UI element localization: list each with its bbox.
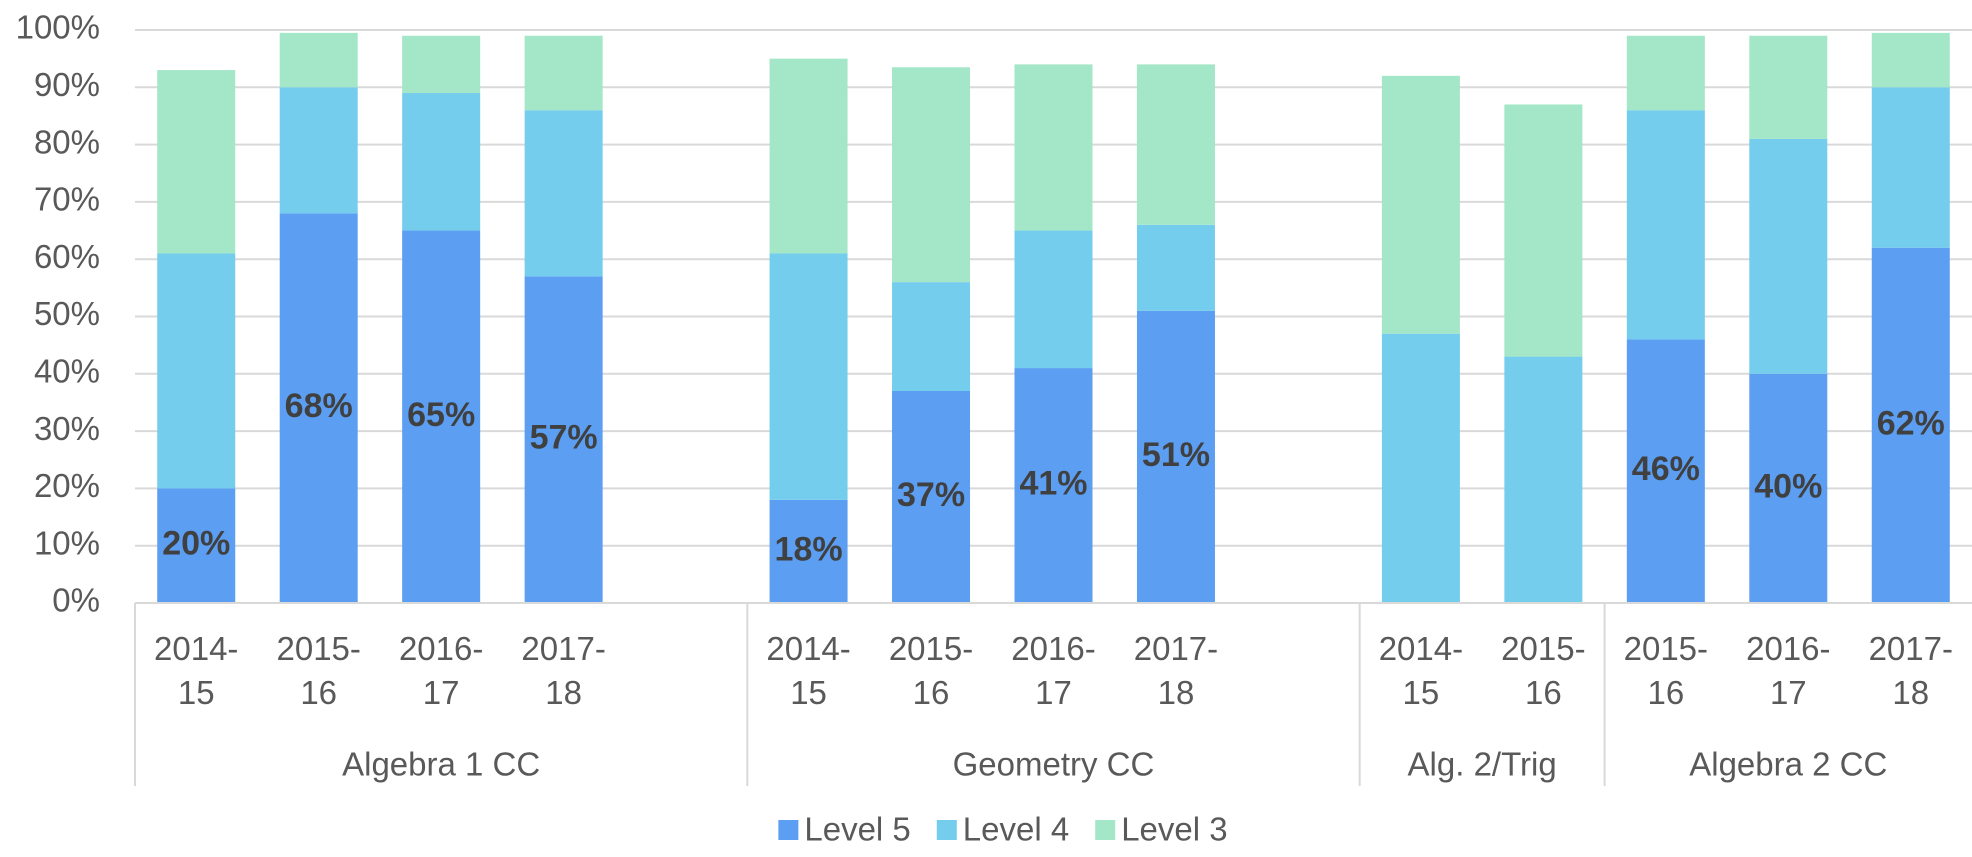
y-tick-label: 60%	[34, 238, 100, 275]
y-tick-label: 80%	[34, 123, 100, 160]
data-label: 41%	[1019, 465, 1087, 503]
data-label: 40%	[1754, 467, 1822, 505]
legend-swatch	[936, 820, 957, 840]
bar-segment	[1381, 333, 1460, 603]
bar-segment	[769, 58, 848, 254]
x-tick-label: 2017-18	[521, 630, 606, 711]
data-label: 20%	[162, 525, 230, 563]
y-tick-label: 70%	[34, 181, 100, 218]
bar-segment	[157, 488, 236, 603]
data-label: 46%	[1632, 450, 1700, 488]
data-label: 57%	[530, 419, 598, 457]
bar-segment	[1136, 224, 1215, 311]
bar-segment	[1381, 75, 1460, 334]
bar-segment	[279, 32, 358, 88]
group-label: Algebra 1 CC	[342, 746, 540, 783]
y-tick-label: 40%	[34, 353, 100, 390]
legend-swatch	[1095, 820, 1116, 840]
bar-segment	[402, 230, 481, 604]
group-label: Alg. 2/Trig	[1408, 746, 1557, 783]
bar-segment	[279, 213, 358, 604]
x-tick-label: 2016-17	[1746, 630, 1831, 711]
y-tick-label: 50%	[34, 295, 100, 332]
bar-segment	[1749, 373, 1828, 603]
y-tick-label: 20%	[34, 467, 100, 504]
bar-segment	[524, 110, 603, 277]
bar-segment	[1014, 230, 1093, 369]
x-tick-label: 2015-16	[276, 630, 361, 711]
bar-segment	[1749, 35, 1828, 139]
legend-label: Level 4	[963, 811, 1069, 848]
legend-label: Level 5	[804, 811, 910, 848]
x-tick-label: 2015-16	[888, 630, 974, 711]
x-tick-label: 2017-18	[1868, 630, 1953, 711]
legend-label: Level 3	[1121, 811, 1227, 848]
bar-segment	[1749, 138, 1828, 374]
bar-segment	[1014, 368, 1093, 603]
bar-segment	[402, 35, 481, 94]
x-tick-label: 2014-15	[1378, 630, 1464, 711]
bar-segment	[1136, 64, 1215, 225]
y-tick-label: 10%	[34, 524, 100, 561]
data-label: 62%	[1877, 404, 1945, 442]
data-label: 68%	[285, 387, 353, 425]
x-tick-label: 2015-16	[1623, 630, 1709, 711]
x-tick-label: 2017-18	[1133, 630, 1219, 711]
data-label: 65%	[407, 396, 475, 434]
legend-swatch	[778, 820, 799, 840]
group-label: Algebra 2 CC	[1689, 746, 1887, 783]
bar-segment	[1504, 104, 1583, 357]
data-label: 18%	[775, 530, 843, 568]
bar-segment	[892, 390, 971, 603]
bar-segment	[1871, 87, 1950, 248]
x-tick-label: 2016-17	[398, 630, 484, 711]
x-tick-label: 2014-15	[766, 630, 851, 711]
y-tick-label: 30%	[34, 410, 100, 447]
bar-segment	[769, 499, 848, 603]
y-tick-label: 100%	[16, 9, 100, 46]
data-label: 37%	[897, 476, 965, 514]
bar-segment	[157, 70, 236, 254]
bar-segment	[1626, 110, 1705, 340]
bar-segment	[524, 35, 603, 111]
x-tick-label: 2014-15	[154, 630, 239, 711]
bar-segment	[524, 276, 603, 603]
bar-segment	[1871, 32, 1950, 88]
bar-segment	[892, 67, 971, 283]
bar-segment	[1626, 35, 1705, 111]
y-tick-label: 0%	[52, 582, 100, 619]
bar-segment	[157, 253, 236, 489]
bar-segment	[1504, 356, 1583, 603]
y-tick-label: 90%	[34, 66, 100, 103]
x-tick-label: 2015-16	[1501, 630, 1586, 711]
bar-segment	[769, 253, 848, 500]
bar-segment	[402, 93, 481, 231]
bar-segment	[1136, 310, 1215, 603]
bar-segment	[1014, 64, 1093, 231]
bar-segment	[1871, 247, 1950, 604]
data-label: 51%	[1142, 436, 1210, 474]
group-label: Geometry CC	[953, 746, 1155, 783]
bar-segment	[279, 87, 358, 214]
x-tick-label: 2016-17	[1011, 630, 1096, 711]
bar-segment	[1626, 339, 1705, 603]
bar-segment	[892, 282, 971, 391]
